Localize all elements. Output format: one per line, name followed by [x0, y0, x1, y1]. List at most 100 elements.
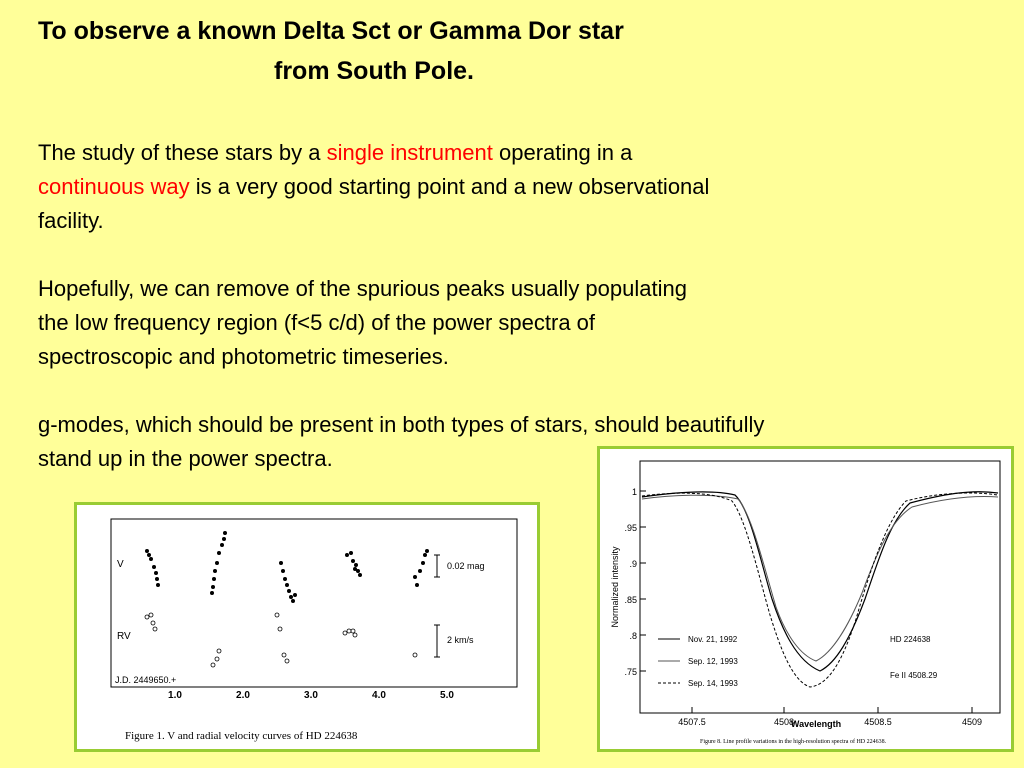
figure-2-x-tick-labels: 4507.5 4508 4508.5 4509: [678, 717, 982, 727]
figure-1-v-scale-label: 0.02 mag: [447, 561, 485, 571]
figure-1-v-label: V: [117, 559, 124, 570]
v-point: [220, 543, 224, 547]
v-point: [421, 561, 425, 565]
v-point: [279, 561, 283, 565]
v-point: [145, 549, 149, 553]
rv-point: [210, 662, 216, 668]
figure-2-star-label: HD 224638: [890, 635, 931, 644]
figure-2-caption: Figure 8. Line profile variations in the…: [700, 738, 887, 745]
figure-1-jd-label: J.D. 2449650.+: [115, 675, 176, 685]
rv-point: [274, 612, 280, 618]
figure-1-frame: [110, 518, 518, 688]
p1-text-c: operating in a: [492, 140, 633, 165]
paragraph-3-line2: stand up in the power spectra.: [38, 446, 333, 471]
v-point: [291, 599, 295, 603]
figure-2-y-tick-label: .8: [629, 631, 637, 641]
p1-text-a: The study of these stars by a: [38, 140, 327, 165]
rv-point: [284, 658, 290, 664]
v-point: [212, 577, 216, 581]
figure-1-panel: V RV J.D. 2449650.+ 0.02 mag: [74, 502, 540, 752]
rv-point: [150, 620, 156, 626]
paragraph-2-line3: spectroscopic and photometric timeseries…: [38, 344, 449, 369]
v-point: [156, 583, 160, 587]
v-point: [152, 565, 156, 569]
rv-point: [214, 656, 220, 662]
figure-2-y-tick-label: .75: [624, 667, 637, 677]
v-point: [285, 583, 289, 587]
v-point: [222, 537, 226, 541]
v-point: [210, 591, 214, 595]
figure-2-y-tick-label: .85: [624, 595, 637, 605]
rv-point: [342, 630, 348, 636]
v-point: [413, 575, 417, 579]
rv-point: [346, 628, 352, 634]
v-point: [358, 573, 362, 577]
v-point: [154, 571, 158, 575]
rv-point: [352, 632, 358, 638]
figure-1-x-tick: 3.0: [304, 690, 318, 701]
figure-1-x-tick: 2.0: [236, 690, 250, 701]
rv-point: [152, 626, 158, 632]
spectrum-line-sep-14-1993: [641, 492, 999, 688]
figure-1-x-tick: 4.0: [372, 690, 386, 701]
figure-2-y-tick-labels: 1 .95 .9 .85 .8 .75: [624, 487, 637, 677]
rv-point: [412, 652, 418, 658]
figure-2-y-axis-label: Normalized intensity: [610, 546, 620, 628]
figure-1-x-axis: 1.0 2.0 3.0 4.0 5.0: [168, 690, 454, 701]
figure-2-x-tick-label: 4507.5: [678, 717, 706, 727]
v-point: [155, 577, 159, 581]
paragraph-2-line1: Hopefully, we can remove of the spurious…: [38, 276, 687, 301]
paragraph-1-line2: continuous way is a very good starting p…: [38, 170, 709, 204]
p1-text-e: is a very good starting point and a new …: [189, 174, 710, 199]
figure-1-x-tick: 1.0: [168, 690, 182, 701]
v-point: [351, 559, 355, 563]
v-point: [293, 593, 297, 597]
legend-entry: Nov. 21, 1992: [688, 635, 738, 644]
figure-2-frame: [639, 460, 1001, 714]
rv-point: [216, 648, 222, 654]
v-point: [425, 549, 429, 553]
v-point: [354, 563, 358, 567]
figure-1-rv-scale-label: 2 km/s: [447, 635, 474, 645]
legend-entry: Sep. 12, 1993: [688, 657, 738, 666]
paragraph-2-line2: the low frequency region (f<5 c/d) of th…: [38, 310, 596, 335]
v-point: [356, 569, 360, 573]
rv-point: [148, 612, 154, 618]
v-point: [415, 583, 419, 587]
rv-point: [350, 628, 356, 634]
legend-entry: Sep. 14, 1993: [688, 679, 738, 688]
figure-1-rv-points: [144, 612, 418, 668]
v-point: [345, 553, 349, 557]
spectrum-line-sep-12-1993: [641, 494, 999, 662]
v-point: [418, 569, 422, 573]
v-point: [287, 589, 291, 593]
paragraph-1-line1: The study of these stars by a single ins…: [38, 136, 632, 170]
figure-2-y-tick-label: 1: [632, 487, 637, 497]
spectrum-line-nov-21-1992: [641, 491, 999, 672]
slide-title-line1: To observe a known Delta Sct or Gamma Do…: [38, 17, 624, 45]
figure-2-legend: Nov. 21, 1992 Sep. 12, 1993 Sep. 14, 199…: [658, 635, 738, 688]
v-point: [281, 569, 285, 573]
v-point: [423, 553, 427, 557]
v-point: [213, 569, 217, 573]
figure-2-line-id: Fe II 4508.29: [890, 671, 938, 680]
rv-point: [277, 626, 283, 632]
v-point: [349, 551, 353, 555]
paragraph-3-line1: g-modes, which should be present in both…: [38, 412, 765, 437]
figure-2-y-tick-label: .9: [629, 559, 637, 569]
figure-2-x-tick-label: 4508: [774, 717, 794, 727]
figure-2-x-ticks: [691, 707, 973, 713]
p1-highlight-single-instrument: single instrument: [326, 140, 493, 165]
p1-highlight-continuous-way: continuous way: [38, 174, 190, 199]
figure-2-y-ticks: [640, 490, 646, 672]
v-point: [211, 585, 215, 589]
v-point: [223, 531, 227, 535]
slide-title-line2: from South Pole.: [274, 57, 474, 85]
paragraph-1-line3: facility.: [38, 208, 104, 233]
rv-point: [281, 652, 287, 658]
v-point: [215, 561, 219, 565]
v-point: [289, 595, 293, 599]
figure-2-panel: 1 .95 .9 .85 .8 .75 Normalized intensity…: [597, 446, 1014, 752]
figure-1-graphic: V RV J.D. 2449650.+ 0.02 mag: [110, 518, 518, 742]
figure-2-x-tick-label: 4509: [962, 717, 982, 727]
